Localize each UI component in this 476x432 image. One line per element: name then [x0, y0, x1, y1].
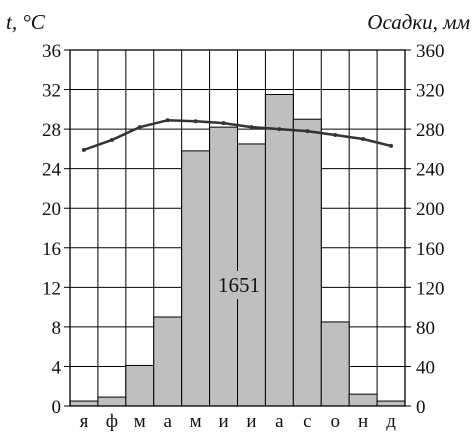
temperature-point — [249, 125, 254, 130]
y-right-tick-label: 360 — [416, 41, 445, 62]
temperature-point — [361, 137, 366, 141]
y-left-tick-label: 16 — [42, 239, 61, 260]
annotation-background — [214, 271, 264, 299]
left-axis-title: t, °C — [6, 10, 46, 34]
y-right-tick-label: 280 — [416, 120, 445, 141]
y-right-tick-label: 40 — [416, 357, 435, 378]
x-tick-label: ф — [106, 411, 118, 432]
y-left-tick-label: 4 — [52, 357, 62, 378]
y-right-tick-label: 320 — [416, 81, 445, 102]
temperature-point — [305, 129, 310, 134]
y-left-tick-label: 36 — [42, 41, 61, 62]
temperature-point — [165, 118, 170, 123]
precipitation-bar — [292, 118, 322, 407]
temperature-point — [277, 127, 282, 132]
y-right-tick-label: 240 — [416, 160, 445, 181]
temperature-point — [221, 121, 226, 126]
annual-precipitation-total: 1651 — [218, 273, 260, 297]
x-tick-label: с — [303, 411, 311, 432]
plot-border — [69, 49, 406, 407]
temperature-point — [333, 133, 338, 138]
precipitation-bar — [264, 94, 294, 407]
x-tick-label: и — [246, 411, 256, 432]
tick-labels: 0 0 4 40 8 80 12 120 16 160 20 200 24 240 28 280 32 320 36… — [42, 41, 445, 432]
x-tick-label: и — [218, 411, 228, 432]
temperature-point — [137, 125, 142, 130]
x-tick-label: н — [358, 411, 368, 432]
plot-frame — [64, 49, 411, 407]
temperature-point — [81, 147, 86, 152]
y-right-tick-label: 0 — [416, 397, 426, 418]
precipitation-bar — [69, 400, 99, 407]
x-tick-label: м — [190, 411, 202, 432]
y-left-tick-label: 24 — [42, 160, 62, 181]
x-tick-label: а — [275, 411, 284, 432]
precipitation-bar — [348, 393, 378, 407]
x-tick-label: д — [386, 411, 396, 432]
precipitation-bar — [181, 150, 211, 407]
y-left-tick-label: 28 — [42, 120, 61, 141]
temperature-point — [109, 137, 114, 142]
y-right-tick-label: 80 — [416, 318, 435, 339]
y-left-tick-label: 0 — [52, 397, 62, 418]
precipitation-bar — [125, 364, 155, 407]
temperature-polyline — [83, 118, 392, 152]
precipitation-bar — [320, 321, 350, 407]
precipitation-bar — [97, 396, 127, 407]
temperature-point — [193, 119, 198, 124]
x-tick-label: о — [330, 411, 340, 432]
y-right-tick-label: 200 — [416, 199, 445, 220]
temperature-line — [81, 118, 394, 152]
precipitation-bar — [209, 126, 238, 407]
x-tick-label: м — [134, 411, 146, 432]
precipitation-bars — [69, 94, 406, 407]
temperature-point — [389, 143, 394, 148]
precipitation-bar — [376, 400, 406, 407]
y-left-tick-label: 12 — [42, 278, 61, 299]
y-left-tick-label: 8 — [52, 318, 62, 339]
y-left-tick-label: 32 — [42, 81, 61, 102]
y-right-tick-label: 120 — [416, 278, 445, 299]
y-left-tick-label: 20 — [42, 199, 61, 220]
x-tick-label: я — [80, 411, 89, 432]
right-axis-title: Осадки, мм — [367, 10, 470, 34]
precipitation-bar — [153, 316, 183, 407]
y-right-tick-label: 160 — [416, 239, 445, 260]
x-tick-label: а — [163, 411, 172, 432]
